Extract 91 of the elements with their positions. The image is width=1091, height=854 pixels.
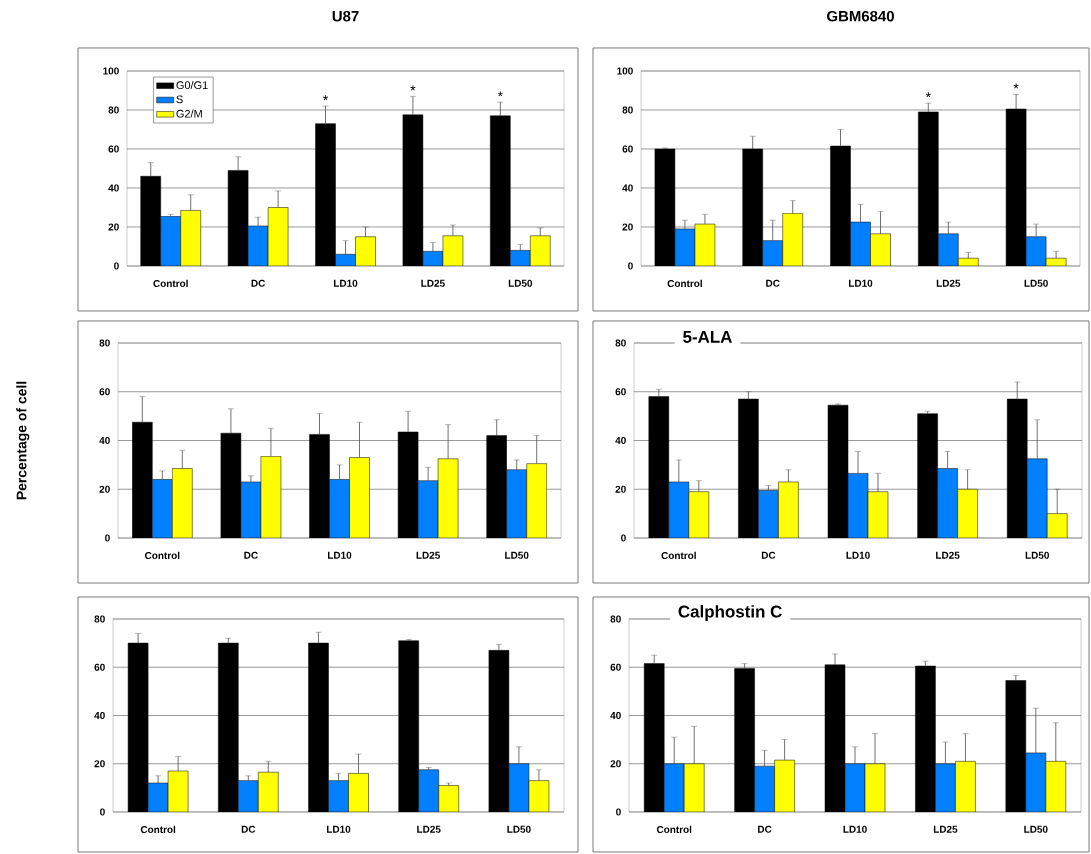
x-tick-label: LD50 <box>507 825 531 833</box>
y-tick-label: 80 <box>615 339 626 347</box>
x-tick-label: LD25 <box>417 825 441 833</box>
y-tick-label: 80 <box>94 615 105 623</box>
chart-title: 5-ALA <box>683 331 732 343</box>
bar <box>1045 761 1067 812</box>
x-tick-label: LD10 <box>846 551 870 559</box>
y-tick-label: 60 <box>610 663 621 671</box>
data-label: * <box>925 92 931 98</box>
y-tick-label: 20 <box>108 223 119 231</box>
y-tick-label: 60 <box>94 663 105 671</box>
y-tick-label: 20 <box>615 485 626 493</box>
y-tick-label: 0 <box>621 534 626 542</box>
x-tick-label: Control <box>661 551 696 560</box>
x-tick-label: DC <box>761 551 776 559</box>
bar <box>1025 752 1047 812</box>
bar <box>850 221 871 266</box>
x-tick-label: LD10 <box>334 279 358 287</box>
legend-label: G2/M <box>176 109 202 118</box>
y-axis-title: Percentage of cell <box>16 381 30 500</box>
x-tick-label: Control <box>145 551 180 560</box>
y-tick-label: 60 <box>99 388 110 396</box>
x-tick-label: LD50 <box>1024 279 1048 287</box>
bar <box>774 759 795 812</box>
bar <box>935 763 956 812</box>
data-label: * <box>323 95 329 101</box>
x-tick-label: DC <box>251 279 266 287</box>
x-tick-label: LD50 <box>505 551 529 559</box>
x-tick-label: LD10 <box>327 825 351 833</box>
chart-title: GBM6840 <box>827 10 894 22</box>
bar <box>418 769 439 812</box>
x-tick-label: LD25 <box>421 279 445 287</box>
bar <box>328 780 349 812</box>
x-tick-label: LD25 <box>933 825 958 833</box>
y-tick-label: 0 <box>114 262 119 270</box>
y-tick-label: 40 <box>94 711 105 720</box>
y-tick-label: 40 <box>108 184 119 192</box>
chart-title: Calphostin C <box>678 605 782 621</box>
y-tick-label: 60 <box>615 388 626 396</box>
x-tick-label: Control <box>153 279 188 288</box>
y-tick-label: 20 <box>610 760 621 768</box>
x-tick-label: DC <box>241 825 256 833</box>
x-tick-label: LD10 <box>849 279 873 287</box>
bar <box>938 233 959 266</box>
y-tick-label: 20 <box>99 485 110 493</box>
y-tick-label: 80 <box>610 615 621 623</box>
y-tick-label: 40 <box>99 436 110 445</box>
y-tick-label: 20 <box>94 760 105 768</box>
y-tick-label: 60 <box>622 145 633 153</box>
data-label: * <box>1013 83 1019 89</box>
bar <box>754 765 775 812</box>
bar <box>762 240 783 266</box>
x-tick-label: LD50 <box>1025 551 1049 559</box>
x-tick-label: Control <box>140 825 176 834</box>
legend-label: G0/G1 <box>176 81 208 90</box>
bar <box>684 763 705 812</box>
y-tick-label: 0 <box>100 808 105 816</box>
data-label: * <box>410 85 416 91</box>
x-tick-label: LD50 <box>508 279 533 287</box>
x-tick-label: LD10 <box>843 825 867 833</box>
chart-title: U87 <box>332 10 359 22</box>
legend-label: S <box>176 95 183 104</box>
y-tick-label: 20 <box>622 223 633 231</box>
y-tick-label: 80 <box>108 106 119 114</box>
y-tick-label: 0 <box>616 808 621 816</box>
y-tick-label: 40 <box>610 711 621 720</box>
y-tick-label: 100 <box>103 67 119 75</box>
bar <box>955 761 976 812</box>
data-label: * <box>497 91 503 97</box>
x-tick-label: LD25 <box>936 279 961 287</box>
x-tick-label: LD25 <box>416 551 441 559</box>
x-tick-label: Control <box>667 279 702 288</box>
y-tick-label: 40 <box>622 184 633 192</box>
bar <box>238 780 259 812</box>
x-tick-label: LD50 <box>1024 825 1048 833</box>
x-tick-label: Control <box>656 825 692 834</box>
y-tick-label: 0 <box>105 534 110 542</box>
bar <box>348 773 369 812</box>
x-tick-label: DC <box>244 551 258 559</box>
y-tick-label: 80 <box>99 339 110 347</box>
x-tick-label: DC <box>758 825 772 833</box>
x-tick-label: LD10 <box>328 551 352 559</box>
y-tick-label: 60 <box>108 145 119 153</box>
bar <box>664 763 685 812</box>
bar <box>258 771 279 812</box>
y-tick-label: 100 <box>617 67 633 75</box>
x-tick-label: DC <box>766 279 780 287</box>
y-tick-label: 0 <box>628 262 633 270</box>
y-tick-label: 40 <box>615 436 626 445</box>
x-tick-label: LD25 <box>936 551 960 559</box>
y-tick-label: 80 <box>622 106 633 114</box>
